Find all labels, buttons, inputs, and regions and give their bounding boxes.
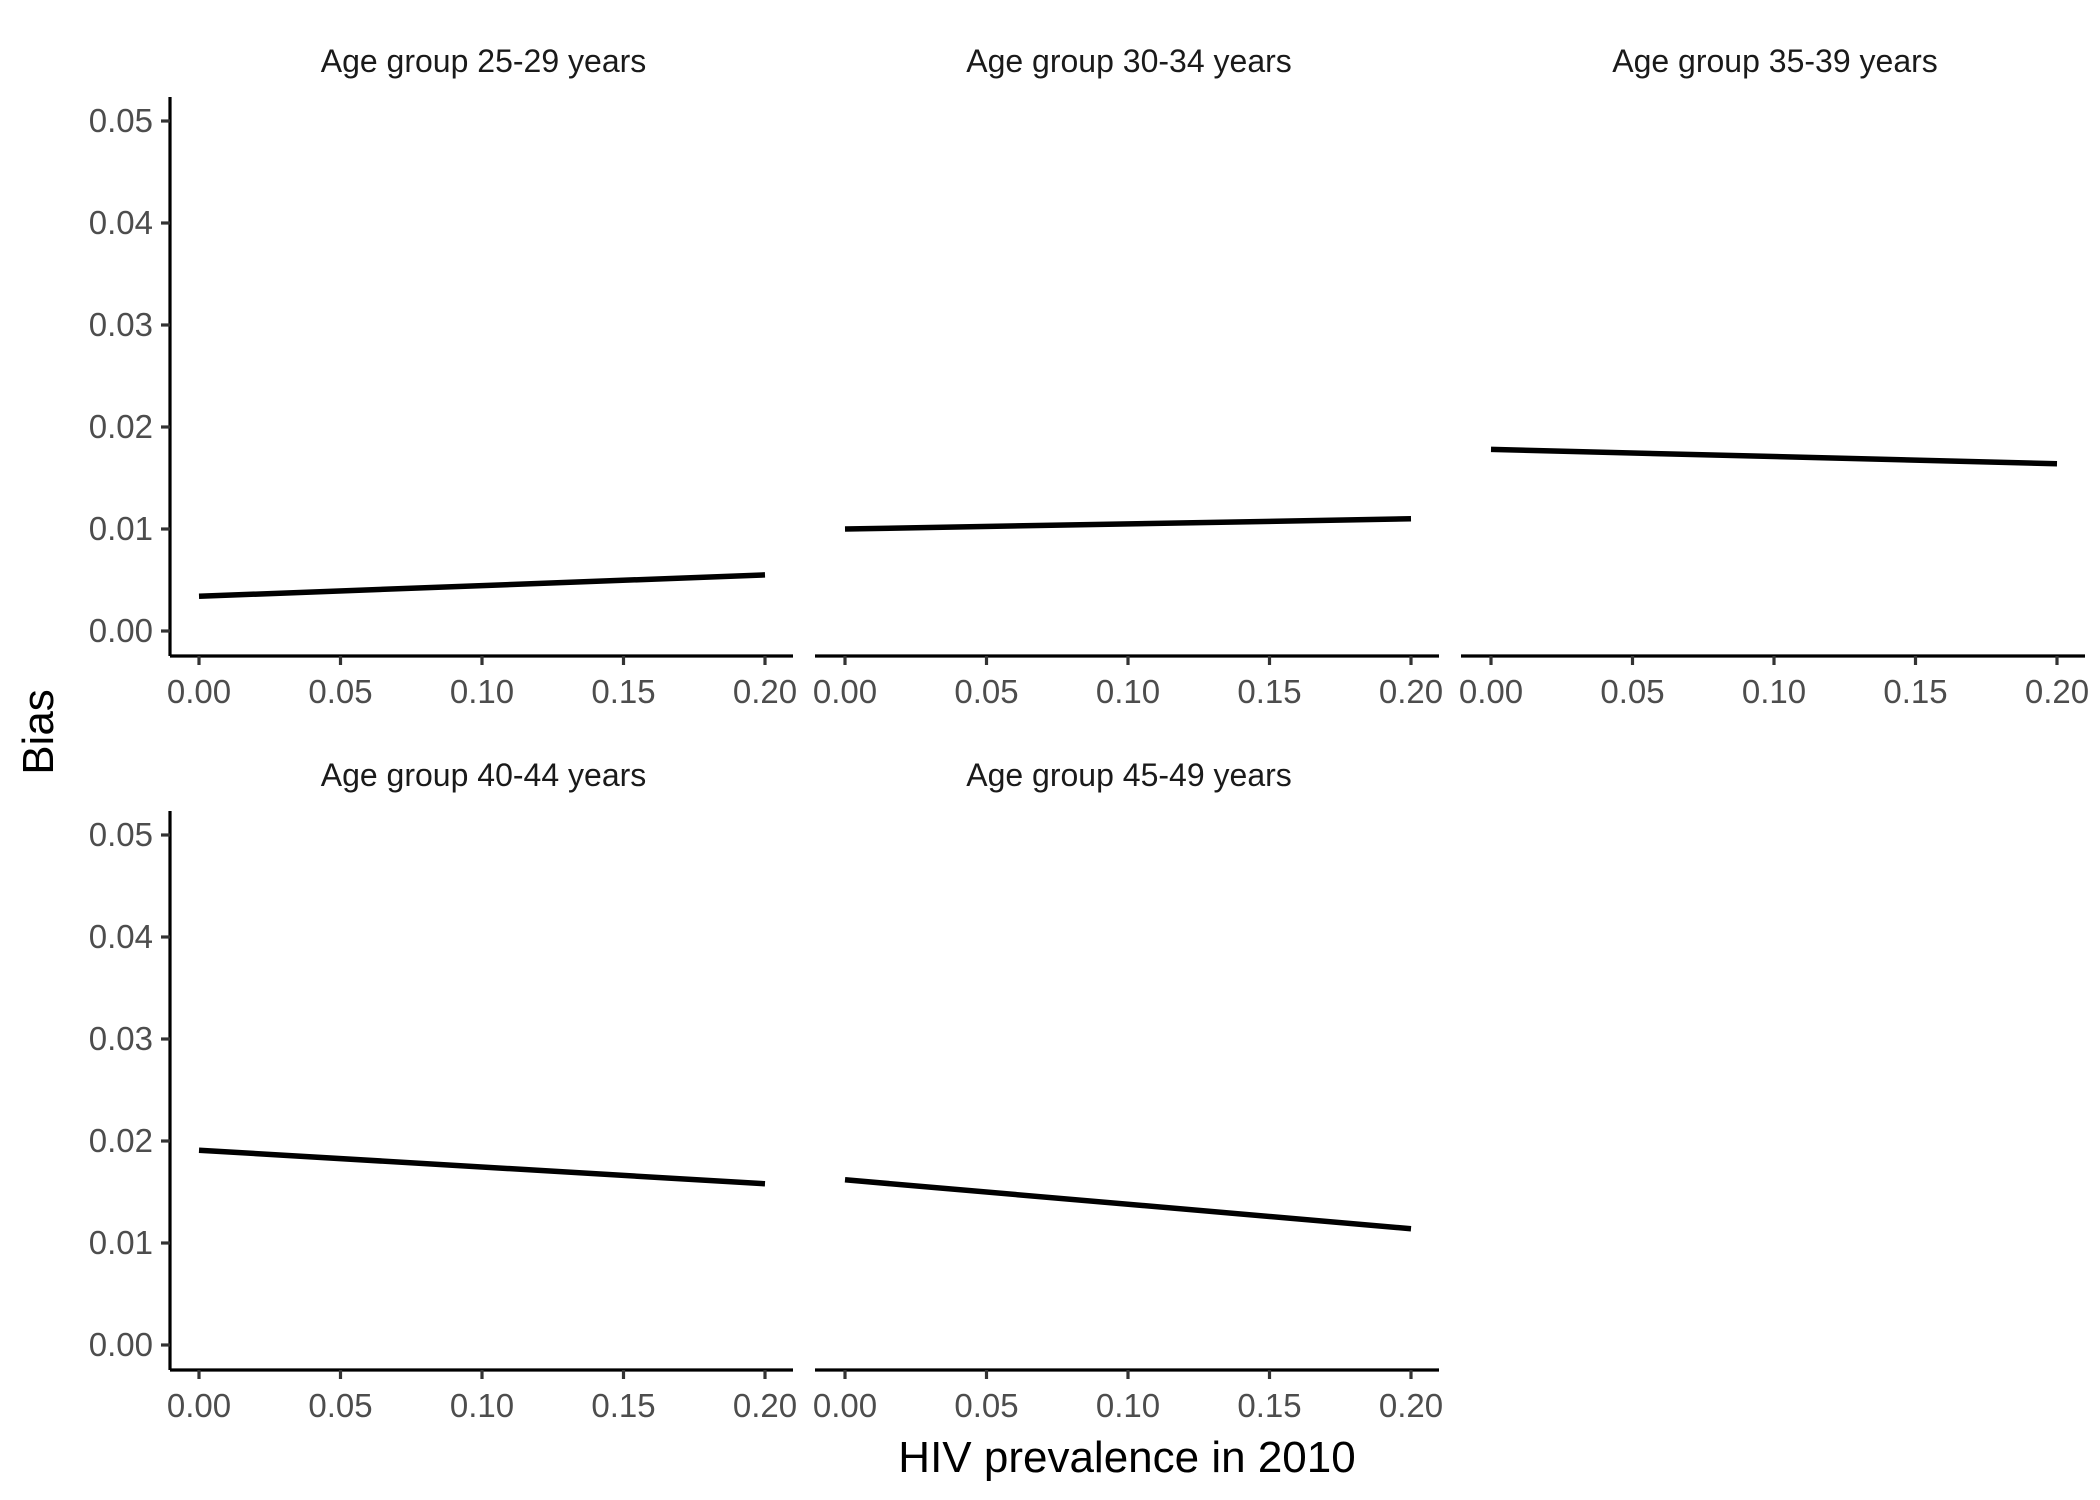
y-tick-label: 0.04	[89, 204, 153, 241]
x-tick-label: 0.00	[813, 673, 877, 710]
x-tick-label: 0.20	[733, 673, 797, 710]
y-tick-label: 0.02	[89, 1122, 153, 1159]
x-tick-label: 0.00	[813, 1387, 877, 1424]
x-tick-label: 0.20	[2025, 673, 2089, 710]
facet-title: Age group 35-39 years	[1612, 43, 1938, 79]
x-tick-label: 0.20	[1379, 1387, 1443, 1424]
facet-title: Age group 45-49 years	[966, 757, 1292, 793]
y-tick-label: 0.05	[89, 102, 153, 139]
y-axis-title: Bias	[14, 689, 63, 775]
bias-line	[198, 572, 766, 600]
y-tick-label: 0.05	[89, 816, 153, 853]
x-tick-label: 0.10	[450, 673, 514, 710]
x-tick-label: 0.15	[1237, 673, 1301, 710]
x-tick-label: 0.05	[308, 1387, 372, 1424]
x-tick-label: 0.10	[1742, 673, 1806, 710]
y-tick-label: 0.01	[89, 510, 153, 547]
x-tick-label: 0.05	[954, 1387, 1018, 1424]
facet-title: Age group 25-29 years	[321, 43, 647, 79]
x-tick-label: 0.10	[1096, 1387, 1160, 1424]
x-tick-label: 0.00	[167, 1387, 231, 1424]
y-tick-label: 0.04	[89, 918, 153, 955]
bias-line	[198, 1147, 766, 1187]
x-tick-label: 0.10	[450, 1387, 514, 1424]
x-tick-label: 0.15	[1883, 673, 1947, 710]
y-tick-label: 0.00	[89, 1326, 153, 1363]
bias-line	[844, 516, 1412, 532]
facet-panel: Age group 25-29 years 0.00 0.01 0.02 0.03 0.0…	[89, 43, 797, 710]
x-tick-label: 0.00	[1459, 673, 1523, 710]
y-tick-label: 0.00	[89, 612, 153, 649]
facet-title: Age group 40-44 years	[321, 757, 647, 793]
facet-panel: Age group 45-49 years 0.00 0.05 0.10 0.15 0.2…	[813, 757, 1443, 1424]
x-tick-label: 0.05	[308, 673, 372, 710]
y-tick-label: 0.03	[89, 306, 153, 343]
x-tick-label: 0.15	[591, 673, 655, 710]
x-axis-title: HIV prevalence in 2010	[898, 1433, 1355, 1482]
facet-panel: Age group 30-34 years 0.00 0.05 0.10 0.15 0.2…	[813, 43, 1443, 710]
bias-line	[1490, 446, 2058, 467]
y-tick-label: 0.02	[89, 408, 153, 445]
y-tick-label: 0.01	[89, 1224, 153, 1261]
facet-title: Age group 30-34 years	[966, 43, 1292, 79]
x-tick-label: 0.15	[1237, 1387, 1301, 1424]
facet-panel: Age group 40-44 years 0.00 0.01 0.02 0.03 0.0…	[89, 757, 797, 1424]
x-tick-label: 0.00	[167, 673, 231, 710]
x-tick-label: 0.05	[1600, 673, 1664, 710]
x-tick-label: 0.20	[1379, 673, 1443, 710]
y-tick-label: 0.03	[89, 1020, 153, 1057]
x-tick-label: 0.20	[733, 1387, 797, 1424]
x-tick-label: 0.10	[1096, 673, 1160, 710]
x-tick-label: 0.05	[954, 673, 1018, 710]
x-tick-label: 0.15	[591, 1387, 655, 1424]
bias-line	[844, 1177, 1412, 1232]
panels-layer: Age group 25-29 years 0.00 0.01 0.02 0.03 0.0…	[89, 43, 2089, 1424]
facet-panel: Age group 35-39 years 0.00 0.05 0.10 0.15 0.2…	[1459, 43, 2089, 710]
